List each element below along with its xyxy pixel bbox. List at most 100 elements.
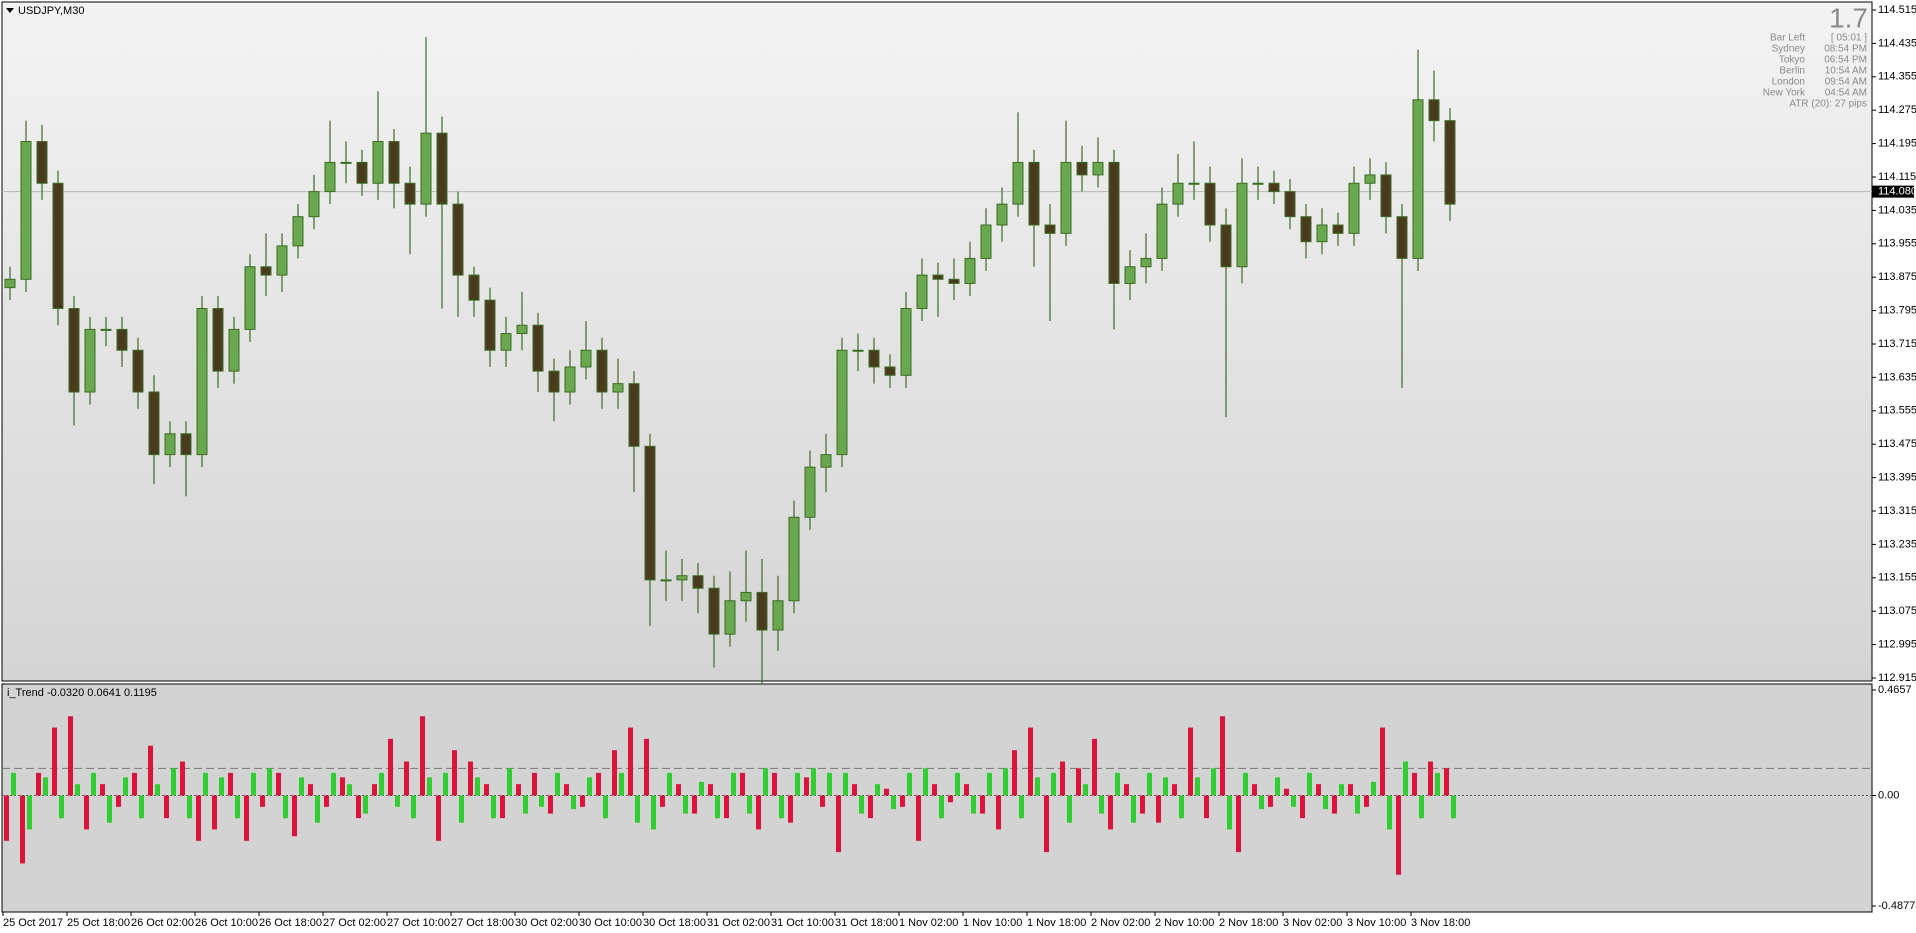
- histogram-bar: [59, 795, 64, 819]
- histogram-bar: [1220, 716, 1225, 796]
- y-tick-label: 114.275: [1878, 104, 1916, 116]
- y-tick-label: 114.435: [1878, 37, 1916, 49]
- histogram-bar: [411, 795, 416, 819]
- histogram-bar: [1371, 781, 1376, 796]
- histogram-bar: [100, 784, 105, 796]
- candle-body: [1092, 161, 1104, 176]
- histogram-bar: [315, 795, 320, 823]
- candle-body: [964, 257, 976, 284]
- x-tick-label: 25 Oct 18:00: [67, 917, 130, 929]
- y-tick-label: 114.035: [1878, 204, 1916, 216]
- histogram-bar: [404, 761, 409, 796]
- candle-body: [820, 454, 832, 468]
- histogram-bar: [148, 745, 153, 796]
- histogram-bar: [1204, 795, 1209, 819]
- histogram-bar: [4, 795, 9, 841]
- histogram-bar: [107, 795, 112, 823]
- price-panel: [1, 1, 1873, 682]
- histogram-bar: [795, 772, 800, 796]
- histogram-bar: [139, 795, 144, 819]
- candle-body: [1348, 182, 1360, 234]
- y-tick-label: 113.795: [1878, 305, 1916, 317]
- y-tick-label: 113.555: [1878, 405, 1916, 417]
- spread-value: 1.7: [1829, 2, 1868, 33]
- x-tick-label: 3 Nov 10:00: [1347, 917, 1406, 929]
- histogram-bar: [116, 795, 121, 807]
- histogram-bar: [324, 795, 329, 807]
- candle-body: [1300, 216, 1312, 243]
- histogram-bar: [1275, 777, 1280, 796]
- histogram-bar: [1227, 795, 1232, 830]
- y-tick-label: 113.395: [1878, 472, 1916, 484]
- histogram-bar: [123, 777, 128, 796]
- histogram-bar: [52, 727, 57, 796]
- histogram-bar: [987, 772, 992, 796]
- histogram-bar: [811, 768, 816, 796]
- histogram-bar: [939, 795, 944, 819]
- collapse-arrow[interactable]: [6, 8, 14, 13]
- candle-body: [1252, 182, 1264, 185]
- histogram-bar: [788, 795, 793, 823]
- histogram-bar: [75, 784, 80, 796]
- histogram-bar: [1108, 795, 1113, 830]
- histogram-bar: [1332, 795, 1337, 814]
- candle-body: [1172, 182, 1184, 205]
- x-tick-label: 1 Nov 10:00: [963, 917, 1022, 929]
- histogram-bar: [596, 772, 601, 796]
- histogram-bar: [484, 784, 489, 796]
- x-tick-label: 30 Oct 02:00: [515, 917, 578, 929]
- histogram-bar: [1044, 795, 1049, 853]
- histogram-bar: [1124, 784, 1129, 796]
- histogram-bar: [292, 795, 297, 837]
- y-tick-label: 114.515: [1878, 4, 1916, 16]
- candle-body: [516, 324, 528, 335]
- histogram-bar: [1099, 795, 1104, 814]
- x-tick-label: 30 Oct 10:00: [579, 917, 642, 929]
- histogram-bar: [436, 795, 441, 841]
- histogram-bar: [1323, 795, 1328, 810]
- histogram-bar: [1268, 795, 1273, 807]
- histogram-bar: [948, 795, 953, 803]
- y-tick-label: 113.955: [1878, 238, 1916, 250]
- candle-body: [724, 600, 736, 635]
- histogram-bar: [932, 784, 937, 796]
- histogram-bar: [692, 795, 697, 814]
- y-tick-label: 113.075: [1878, 605, 1916, 617]
- histogram-bar: [916, 795, 921, 841]
- histogram-bar: [468, 761, 473, 796]
- histogram-bar: [891, 795, 896, 810]
- histogram-bar: [1147, 772, 1152, 796]
- x-tick-label: 25 Oct 2017: [3, 917, 63, 929]
- info-label: Bar Left: [1770, 33, 1805, 44]
- histogram-bar: [603, 795, 608, 819]
- histogram-bar: [251, 772, 256, 796]
- histogram-bar: [180, 761, 185, 796]
- x-tick-label: 26 Oct 10:00: [195, 917, 258, 929]
- y-tick-label: 112.995: [1878, 639, 1916, 651]
- candle-body: [852, 349, 864, 352]
- histogram-bar: [1140, 795, 1145, 814]
- histogram-bar: [1051, 772, 1056, 796]
- info-value: 10:54 AM: [1825, 66, 1867, 77]
- histogram-bar: [612, 750, 617, 796]
- histogram-bar: [1243, 772, 1248, 796]
- histogram-bar: [1412, 772, 1417, 796]
- histogram-bar: [1435, 772, 1440, 796]
- candle-body: [756, 591, 768, 631]
- candle-body: [1076, 161, 1088, 176]
- histogram-bar: [875, 784, 880, 796]
- candle-body: [244, 266, 256, 330]
- candle-body: [596, 349, 608, 393]
- x-tick-label: 2 Nov 10:00: [1155, 917, 1214, 929]
- histogram-bar: [20, 795, 25, 864]
- candle-body: [372, 141, 384, 184]
- x-tick-label: 26 Oct 18:00: [259, 917, 322, 929]
- candle-body: [580, 349, 592, 368]
- x-tick-label: 31 Oct 02:00: [707, 917, 770, 929]
- candle-body: [436, 132, 448, 205]
- y-tick-label: 113.155: [1878, 572, 1916, 584]
- candle-body: [260, 266, 272, 276]
- histogram-bar: [299, 777, 304, 796]
- histogram-bar: [580, 795, 585, 807]
